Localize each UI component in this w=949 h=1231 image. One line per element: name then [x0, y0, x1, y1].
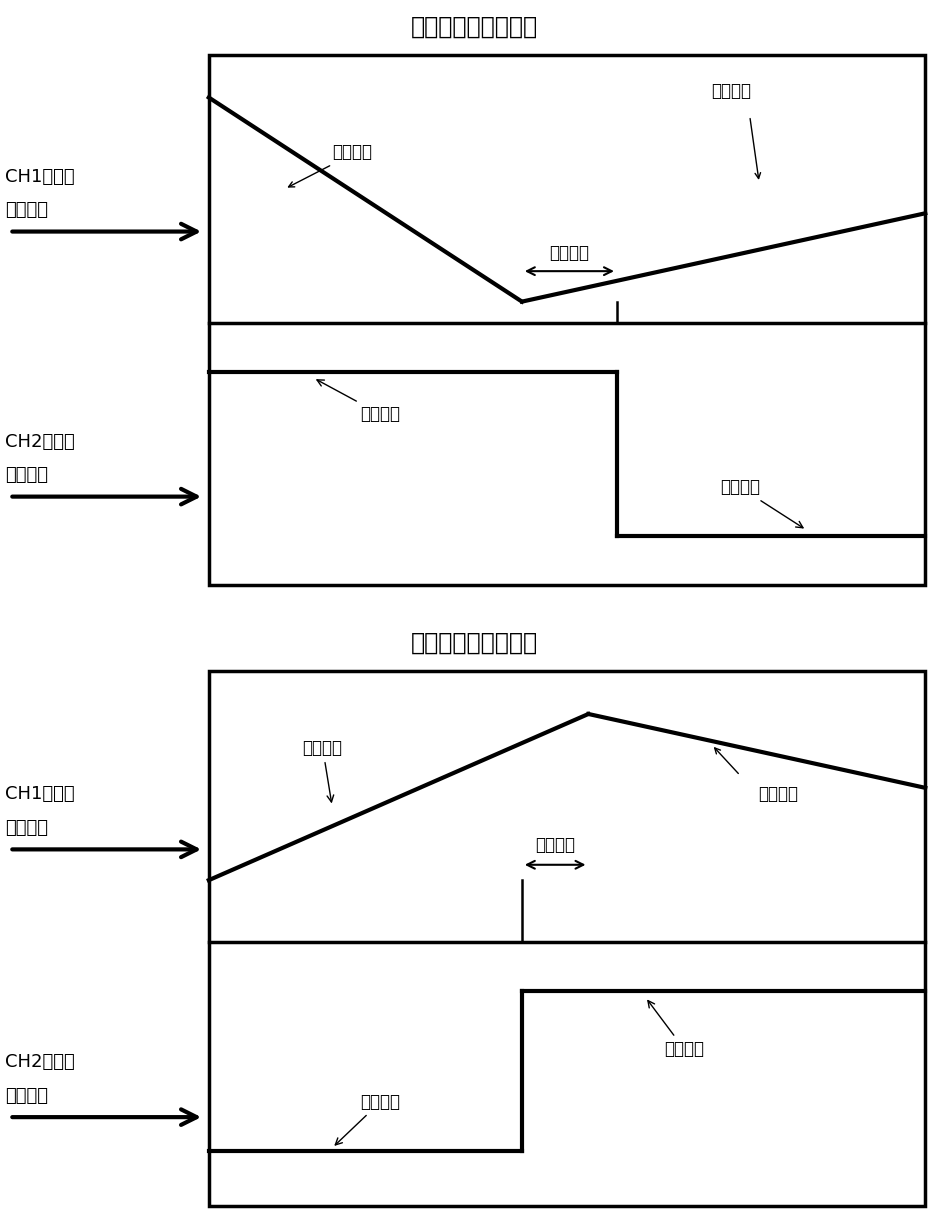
- Text: CH1：电极: CH1：电极: [5, 167, 74, 186]
- Text: 运动信号: 运动信号: [5, 819, 47, 837]
- Text: 电压信号: 电压信号: [5, 467, 47, 484]
- Text: 短路回退: 短路回退: [303, 739, 343, 803]
- Text: 开路进给: 开路进给: [332, 144, 372, 161]
- Text: 短路信号: 短路信号: [335, 1093, 400, 1145]
- Text: 电压信号: 电压信号: [5, 1087, 47, 1104]
- Text: 响应延时: 响应延时: [535, 836, 575, 854]
- Text: 响应延时测量情况二: 响应延时测量情况二: [411, 630, 538, 655]
- Text: 运动信号: 运动信号: [5, 201, 47, 219]
- Text: CH2：极间: CH2：极间: [5, 1053, 74, 1071]
- Text: 响应延时测量情况一: 响应延时测量情况一: [411, 15, 538, 39]
- Text: 短路信号: 短路信号: [720, 479, 803, 528]
- Bar: [209, 671, 925, 1206]
- Text: CH1：电极: CH1：电极: [5, 785, 74, 803]
- Text: 开路信号: 开路信号: [317, 380, 400, 423]
- Text: 开路信号: 开路信号: [648, 1001, 704, 1059]
- Bar: [209, 55, 925, 585]
- Text: CH2：极间: CH2：极间: [5, 433, 74, 451]
- Text: 短路回退: 短路回退: [711, 82, 751, 101]
- Text: 响应延时: 响应延时: [549, 244, 589, 262]
- Text: 开路进给: 开路进给: [758, 785, 798, 803]
